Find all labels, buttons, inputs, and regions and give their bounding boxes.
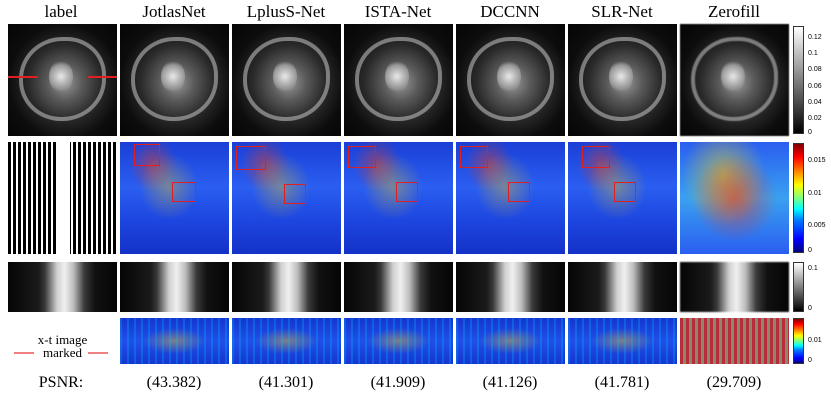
lpluss-net-xt-error-map: [232, 318, 341, 364]
colorbar-row1: [793, 26, 804, 134]
column-title-ista-net: ISTA-Net: [364, 2, 432, 21]
zoom-box-top: [460, 146, 488, 168]
colorbar-row1-tick: 0.1: [808, 50, 818, 57]
colorbar-row2-tick: 0.015: [808, 157, 826, 164]
jotlasnet-xt-error-map: [120, 318, 229, 364]
sampling-mask: [8, 142, 117, 254]
dccnn-error-map: [456, 142, 565, 254]
psnr-jotlasnet: (43.382): [146, 374, 202, 391]
slr-net-xt-image: [568, 262, 677, 312]
dccnn-xt-image: [456, 262, 565, 312]
psnr-zerofill: (29.709): [706, 374, 762, 391]
lpluss-net-xt-image: [232, 262, 341, 312]
caption-marker-left: [14, 352, 34, 354]
ista-net-image: [344, 24, 453, 136]
column-title-slr-net: SLR-Net: [591, 2, 653, 21]
colorbar-row4-tick: 0.01: [808, 337, 822, 344]
colorbar-row4-tick: 0: [808, 357, 812, 364]
lpluss-net-image: [232, 24, 341, 136]
jotlasnet-error-map: [120, 142, 229, 254]
slr-net-xt-error-map: [568, 318, 677, 364]
mask-center-gap: [58, 142, 70, 254]
zoom-box-center: [172, 182, 196, 202]
colorbar-row2-tick: 0.01: [808, 190, 822, 197]
psnr-ista-net: (41.909): [370, 374, 426, 391]
zoom-box-top: [582, 146, 610, 168]
psnr-slr-net: (41.781): [594, 374, 650, 391]
dccnn-xt-error-map: [456, 318, 565, 364]
jotlasnet-image: [120, 24, 229, 136]
colorbar-row3-tick: 0.1: [808, 265, 818, 272]
psnr-label: PSNR:: [38, 374, 84, 391]
colorbar-row2-tick: 0: [808, 247, 812, 254]
zoom-box-top: [348, 146, 376, 168]
zerofill-xt-error-map: [680, 318, 789, 364]
colorbar-row1-tick: 0.04: [808, 99, 822, 106]
colorbar-row1-tick: 0.02: [808, 115, 822, 122]
ista-net-xt-error-map: [344, 318, 453, 364]
jotlasnet-xt-image: [120, 262, 229, 312]
caption-marker-right: [88, 352, 108, 354]
colorbar-row3-tick: 0: [808, 305, 812, 312]
lpluss-net-error-map: [232, 142, 341, 254]
colorbar-row1-tick: 0.08: [808, 66, 822, 73]
colorbar-row1-tick: 0.06: [808, 83, 822, 90]
zoom-box-top: [134, 144, 160, 166]
colorbar-row2-tick: 0.005: [808, 222, 826, 229]
column-title-jotlasnet: JotlasNet: [142, 2, 206, 21]
ista-net-xt-image: [344, 262, 453, 312]
xt-caption-line2: marked: [43, 345, 82, 360]
zerofill-xt-image: [680, 262, 789, 312]
slr-net-image: [568, 24, 677, 136]
colorbar-row1-tick: 0: [808, 129, 812, 136]
zoom-box-center: [614, 182, 636, 202]
psnr-lpluss-net: (41.301): [258, 374, 314, 391]
label-image: [8, 24, 117, 136]
colorbar-row3: [793, 262, 804, 312]
ista-net-error-map: [344, 142, 453, 254]
column-title-label: label: [44, 2, 78, 21]
column-title-lpluss-net: LplusS-Net: [246, 2, 326, 21]
zerofill-error-map: [680, 142, 789, 254]
zoom-box-center: [284, 184, 306, 204]
label-xt-image: [8, 262, 117, 312]
zoom-box-top: [236, 146, 266, 170]
psnr-dccnn: (41.126): [482, 374, 538, 391]
zerofill-image: [680, 24, 789, 136]
slr-net-error-map: [568, 142, 677, 254]
xt-caption-line1: x-t image: [37, 332, 88, 347]
colorbar-row4: [793, 318, 804, 364]
marker-line-right: [88, 76, 117, 78]
marker-line-left: [8, 76, 38, 78]
column-title-dccnn: DCCNN: [480, 2, 540, 21]
colorbar-row2: [793, 143, 804, 253]
colorbar-row1-tick: 0.12: [808, 34, 822, 41]
column-title-zerofill: Zerofill: [708, 2, 760, 21]
zoom-box-center: [508, 182, 530, 202]
zoom-box-center: [396, 182, 418, 202]
dccnn-image: [456, 24, 565, 136]
